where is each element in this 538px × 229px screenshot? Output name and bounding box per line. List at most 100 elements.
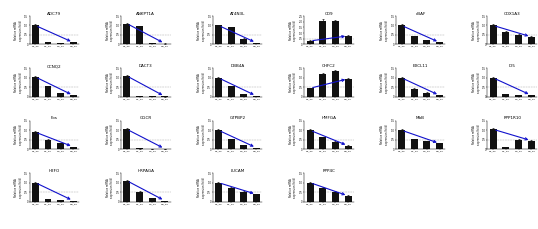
- Bar: [307, 88, 314, 97]
- Bar: [149, 43, 155, 44]
- Bar: [228, 27, 235, 44]
- Bar: [57, 43, 64, 44]
- Y-axis label: Relative mRNA
expression (fold): Relative mRNA expression (fold): [105, 72, 114, 93]
- Bar: [502, 147, 509, 149]
- Bar: [398, 25, 405, 44]
- Bar: [423, 93, 430, 97]
- Title: HMFGA: HMFGA: [322, 116, 337, 120]
- Y-axis label: Relative mRNA
expression (fold): Relative mRNA expression (fold): [472, 72, 480, 93]
- Bar: [307, 130, 314, 149]
- Title: HRPAGA: HRPAGA: [137, 169, 154, 173]
- Bar: [228, 188, 235, 202]
- Bar: [32, 25, 39, 44]
- Bar: [502, 32, 509, 44]
- Y-axis label: Relative mRNA
expression (fold): Relative mRNA expression (fold): [14, 72, 23, 93]
- Title: PPP1R10: PPP1R10: [503, 116, 521, 120]
- Bar: [70, 201, 77, 202]
- Bar: [528, 141, 535, 149]
- Y-axis label: Relative mRNA
expression (fold): Relative mRNA expression (fold): [197, 20, 206, 41]
- Y-axis label: Relative mRNA
expression (fold): Relative mRNA expression (fold): [289, 72, 298, 93]
- Y-axis label: Relative mRNA
expression (fold): Relative mRNA expression (fold): [14, 125, 23, 145]
- Y-axis label: Relative mRNA
expression (fold): Relative mRNA expression (fold): [380, 125, 389, 145]
- Bar: [528, 37, 535, 44]
- Bar: [136, 192, 143, 202]
- Title: LUCAM: LUCAM: [230, 169, 245, 173]
- Y-axis label: Relative mRNA
expression (fold): Relative mRNA expression (fold): [14, 20, 23, 41]
- Bar: [123, 24, 130, 44]
- Bar: [240, 192, 247, 202]
- Bar: [136, 96, 143, 97]
- Y-axis label: Relative mRNA
expression (fold): Relative mRNA expression (fold): [105, 20, 114, 41]
- Bar: [45, 199, 52, 202]
- Bar: [423, 141, 430, 149]
- Bar: [32, 77, 39, 97]
- Bar: [123, 129, 130, 149]
- Bar: [32, 183, 39, 202]
- Bar: [228, 86, 235, 97]
- Bar: [136, 26, 143, 44]
- Title: ADC79: ADC79: [47, 12, 61, 16]
- Bar: [515, 35, 522, 44]
- Bar: [398, 78, 405, 97]
- Bar: [528, 95, 535, 97]
- Bar: [253, 43, 260, 44]
- Y-axis label: Relative mRNA
expression (fold): Relative mRNA expression (fold): [105, 177, 114, 198]
- Title: GTPBP2: GTPBP2: [229, 116, 245, 120]
- Y-axis label: Relative mRNA
expression (fold): Relative mRNA expression (fold): [472, 125, 480, 145]
- Title: EXCL11: EXCL11: [413, 64, 428, 68]
- Bar: [307, 41, 314, 44]
- Bar: [57, 93, 64, 97]
- Bar: [344, 146, 351, 149]
- Bar: [490, 129, 497, 149]
- Bar: [228, 139, 235, 149]
- Title: CD9: CD9: [325, 12, 334, 16]
- Bar: [215, 130, 222, 149]
- Bar: [57, 143, 64, 149]
- Bar: [136, 148, 143, 149]
- Bar: [149, 198, 155, 202]
- Bar: [240, 95, 247, 97]
- Bar: [436, 95, 443, 97]
- Bar: [332, 71, 339, 97]
- Bar: [253, 96, 260, 97]
- Y-axis label: Relative mRNA
expression (fold): Relative mRNA expression (fold): [14, 177, 23, 198]
- Bar: [45, 86, 52, 97]
- Title: CCNQ2: CCNQ2: [47, 64, 62, 68]
- Bar: [411, 139, 417, 149]
- Bar: [332, 21, 339, 44]
- Bar: [45, 42, 52, 44]
- Y-axis label: Relative mRNA
expression (fold): Relative mRNA expression (fold): [380, 72, 389, 93]
- Bar: [45, 140, 52, 149]
- Y-axis label: Relative mRNA
expression (fold): Relative mRNA expression (fold): [472, 20, 480, 41]
- Bar: [332, 192, 339, 202]
- Bar: [161, 201, 168, 202]
- Y-axis label: Relative mRNA
expression (fold): Relative mRNA expression (fold): [197, 125, 206, 145]
- Bar: [215, 183, 222, 202]
- Bar: [319, 188, 326, 202]
- Y-axis label: Relative mRNA
expression (fold): Relative mRNA expression (fold): [289, 177, 298, 198]
- Title: PPP4C: PPP4C: [323, 169, 336, 173]
- Bar: [344, 196, 351, 202]
- Title: DACT3: DACT3: [139, 64, 153, 68]
- Title: AT4N3L: AT4N3L: [230, 12, 245, 16]
- Bar: [123, 181, 130, 202]
- Title: ID5: ID5: [509, 64, 515, 68]
- Title: cBAF: cBAF: [415, 12, 426, 16]
- Bar: [423, 40, 430, 44]
- Bar: [490, 25, 497, 44]
- Bar: [344, 36, 351, 44]
- Bar: [332, 142, 339, 149]
- Title: COX1A3: COX1A3: [504, 12, 521, 16]
- Y-axis label: Relative mRNA
expression (fold): Relative mRNA expression (fold): [197, 72, 206, 93]
- Bar: [149, 96, 155, 97]
- Bar: [253, 194, 260, 202]
- Title: CHFC2: CHFC2: [322, 64, 336, 68]
- Bar: [344, 79, 351, 97]
- Title: ANKPT1A: ANKPT1A: [137, 12, 155, 16]
- Bar: [436, 143, 443, 149]
- Title: MbB: MbB: [416, 116, 425, 120]
- Bar: [319, 74, 326, 97]
- Y-axis label: Relative mRNA
expression (fold): Relative mRNA expression (fold): [289, 125, 298, 145]
- Bar: [436, 42, 443, 44]
- Bar: [398, 130, 405, 149]
